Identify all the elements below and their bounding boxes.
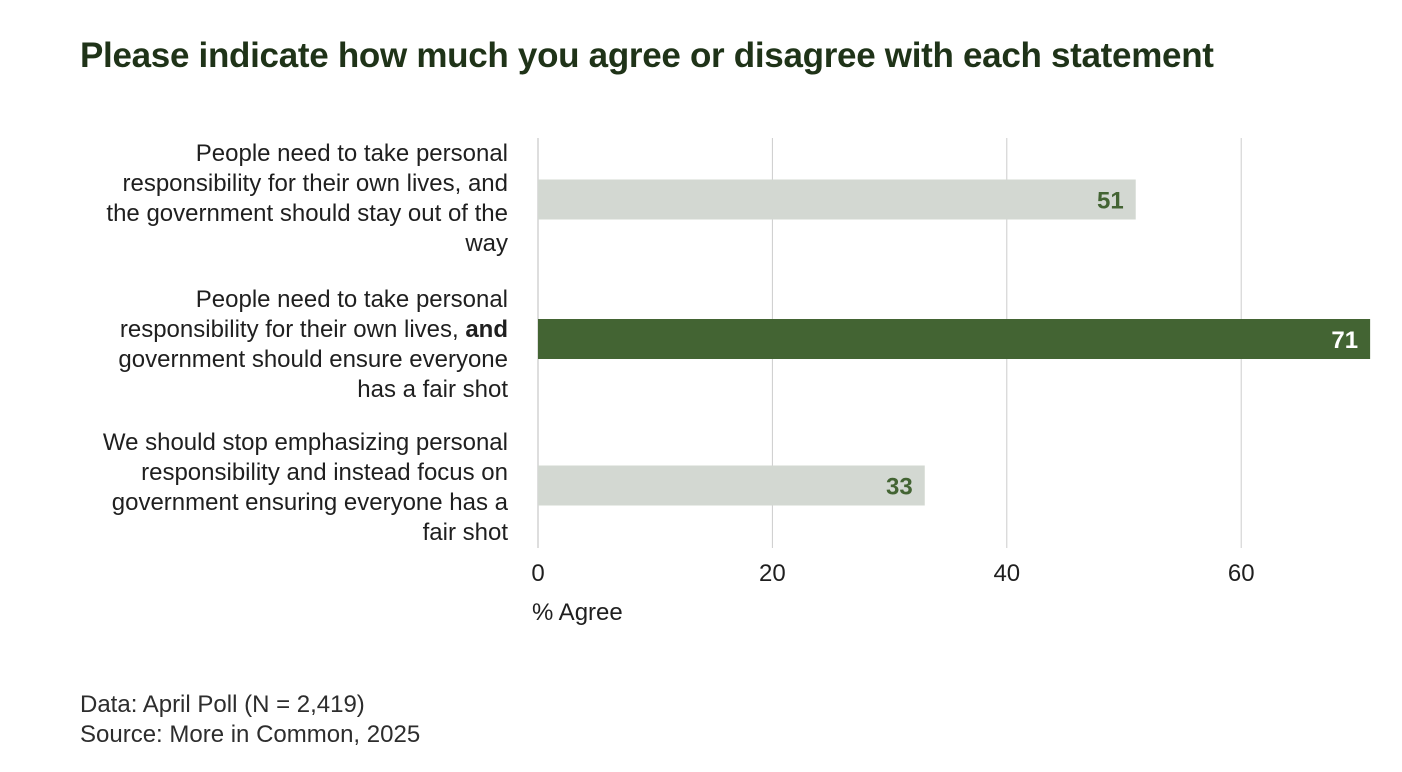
bar-2 — [538, 319, 1371, 359]
category-label-1: People need to take personal responsibil… — [88, 139, 508, 259]
data-label-1: 51 — [1097, 188, 1124, 215]
category-label-segment: People need to take personal responsibil… — [119, 286, 508, 343]
data-label-3: 33 — [886, 474, 913, 501]
category-label-segment: and — [465, 316, 508, 343]
x-tick-label: 60 — [1228, 560, 1255, 587]
bar-3 — [538, 465, 925, 506]
chart-title: Please indicate how much you agree or di… — [80, 36, 1214, 75]
source-note: Source: More in Common, 2025 — [80, 721, 421, 748]
category-label-segment: We should stop emphasizing personal resp… — [102, 429, 508, 546]
category-label-segment: People need to take personal responsibil… — [106, 140, 508, 257]
chart-footer: Data: April Poll (N = 2,419) Source: Mor… — [80, 690, 420, 750]
x-tick-label: 20 — [759, 560, 786, 587]
bar-1 — [538, 179, 1136, 220]
x-tick-label: 0 — [531, 560, 544, 587]
data-note: Data: April Poll (N = 2,419) — [80, 691, 365, 718]
category-label-segment: government should ensure everyone has a … — [118, 346, 508, 403]
category-label-3: We should stop emphasizing personal resp… — [88, 428, 508, 548]
data-label-2: 71 — [1331, 327, 1358, 354]
category-label-2: People need to take personal responsibil… — [88, 285, 508, 405]
x-axis-title: % Agree — [532, 599, 623, 626]
x-tick-label: 40 — [993, 560, 1020, 587]
